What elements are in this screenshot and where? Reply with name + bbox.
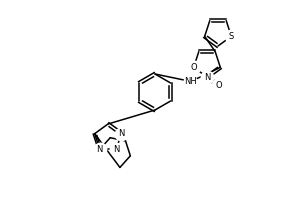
- Text: N: N: [118, 129, 124, 138]
- Text: N: N: [97, 145, 103, 154]
- Text: N: N: [204, 72, 210, 82]
- Text: O: O: [190, 63, 197, 72]
- Text: N: N: [113, 145, 119, 154]
- Text: NH: NH: [184, 77, 197, 86]
- Text: O: O: [215, 81, 222, 90]
- Text: S: S: [229, 32, 234, 41]
